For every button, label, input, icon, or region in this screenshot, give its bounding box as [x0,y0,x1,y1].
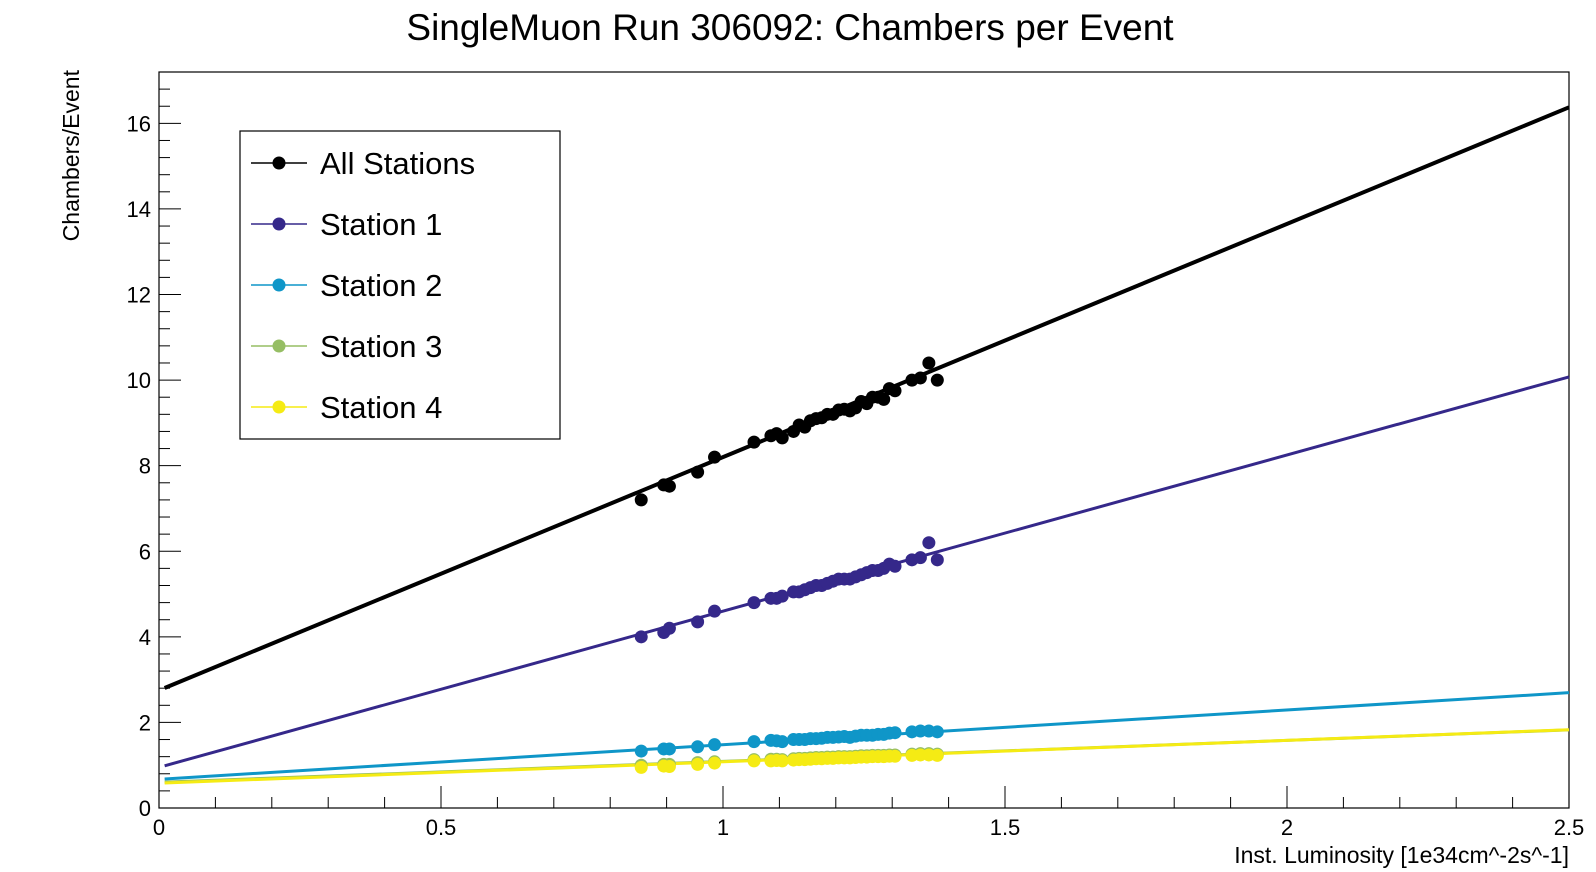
data-point [775,589,789,603]
x-tick-label: 1 [717,815,729,840]
data-point [922,536,936,550]
data-point [747,596,761,610]
legend: All Stations Station 1 Station 2 Station 3 S… [239,130,561,440]
legend-marker [272,278,286,292]
data-point [662,479,676,493]
plot-frame [158,71,1570,809]
data-point [634,760,648,774]
data-point [708,756,722,770]
legend-label: All Stations [320,146,475,181]
data-point [662,759,676,773]
y-tick-label: 16 [127,111,151,136]
data-point [775,431,789,445]
data-point [708,450,722,464]
legend-label: Station 2 [320,268,442,303]
legend-marker [272,156,286,170]
data-point [913,551,927,565]
x-tick-label: 0 [153,815,165,840]
data-points [634,356,944,774]
y-tick-label: 14 [127,197,151,222]
legend-entries: All Stations Station 1 Station 2 Station 3 S… [251,146,475,425]
data-point [747,735,761,749]
x-tick-label: 1.5 [990,815,1021,840]
data-point [634,744,648,758]
x-tick-label: 2 [1281,815,1293,840]
legend-label: Station 1 [320,207,442,242]
data-point [930,748,944,762]
y-axis-title: Chambers/Event [58,69,84,241]
data-point [775,735,789,749]
data-point [930,553,944,567]
legend-label: Station 4 [320,390,442,425]
legend-marker [272,339,286,353]
data-point [922,356,936,370]
y-tick-label: 10 [127,368,151,393]
data-point [662,742,676,756]
data-point [691,757,705,771]
data-point [708,738,722,752]
data-point [708,604,722,618]
axes-ticks [158,88,1570,809]
data-point [747,754,761,768]
data-point [747,435,761,449]
data-point [691,615,705,629]
tick-labels: 0 0.5 1 1.5 2 2.5 0 2 4 6 8 10 12 14 16 [127,111,1585,840]
y-tick-label: 8 [139,454,151,479]
x-axis-title: Inst. Luminosity [1e34cm^-2s^-1] [1234,842,1569,868]
y-tick-label: 2 [139,710,151,735]
y-tick-label: 0 [139,796,151,821]
data-point [930,725,944,739]
x-tick-label: 2.5 [1554,815,1585,840]
y-tick-label: 4 [139,625,151,650]
y-tick-label: 12 [127,283,151,308]
data-point [691,740,705,754]
data-point [877,392,891,406]
legend-marker [272,400,286,414]
data-point [775,754,789,768]
data-point [888,749,902,763]
data-point [888,559,902,573]
legend-marker [272,217,286,231]
y-tick-label: 6 [139,539,151,564]
data-point [930,373,944,387]
legend-label: Station 3 [320,329,442,364]
data-point [888,726,902,740]
data-point [634,493,648,507]
data-point [662,621,676,635]
x-tick-label: 0.5 [426,815,457,840]
data-point [634,630,648,644]
data-point [691,465,705,479]
data-point [888,384,902,398]
chart-title: SingleMuon Run 306092: Chambers per Even… [406,7,1174,48]
data-point [913,371,927,385]
